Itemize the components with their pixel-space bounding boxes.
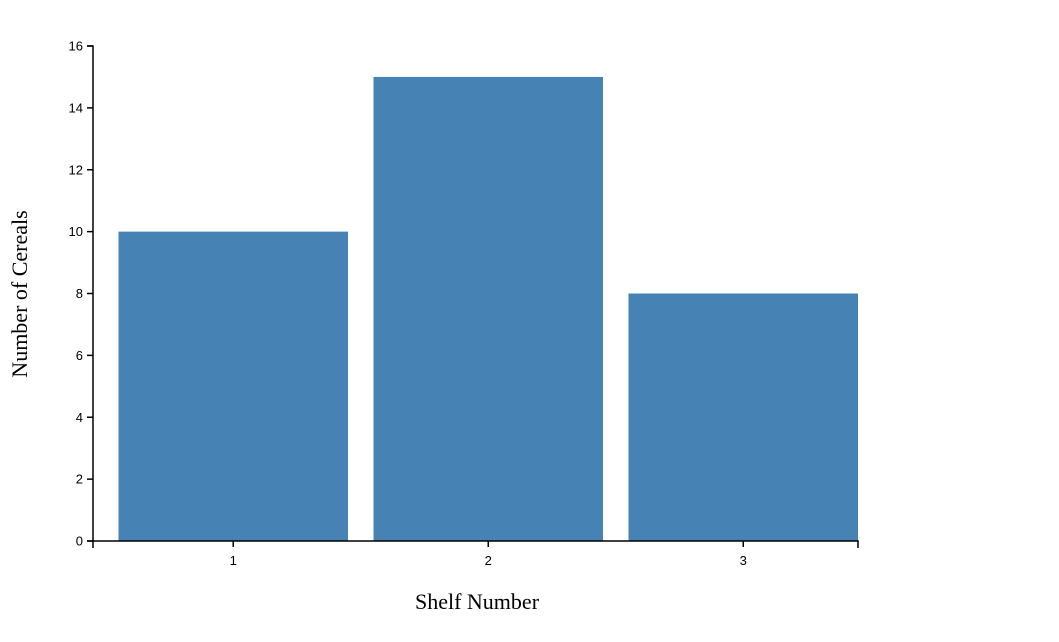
y-tick-label: 16 [69, 39, 83, 54]
x-tick-label: 1 [230, 553, 237, 568]
y-tick-label: 14 [69, 100, 83, 115]
y-tick-label: 2 [76, 472, 83, 487]
bars-group [118, 76, 858, 541]
x-axis-line [92, 540, 859, 548]
x-axis-title: Shelf Number [415, 589, 540, 614]
y-tick-label: 4 [76, 410, 83, 425]
bar-shelf-2 [373, 76, 603, 541]
bar-shelf-1 [118, 231, 348, 541]
y-tick-label: 10 [69, 224, 83, 239]
x-tick-label: 2 [485, 553, 492, 568]
y-tick-label: 8 [76, 286, 83, 301]
x-tick-label: 3 [740, 553, 747, 568]
y-axis-title: Number of Cereals [7, 210, 32, 377]
bar-shelf-3 [628, 293, 858, 541]
y-tick-label: 0 [76, 534, 83, 549]
y-tick-label: 12 [69, 162, 83, 177]
x-axis: 1 2 3 [92, 540, 859, 568]
y-axis: 0 2 4 6 8 10 12 14 16 [69, 39, 94, 549]
y-tick-label: 6 [76, 348, 83, 363]
